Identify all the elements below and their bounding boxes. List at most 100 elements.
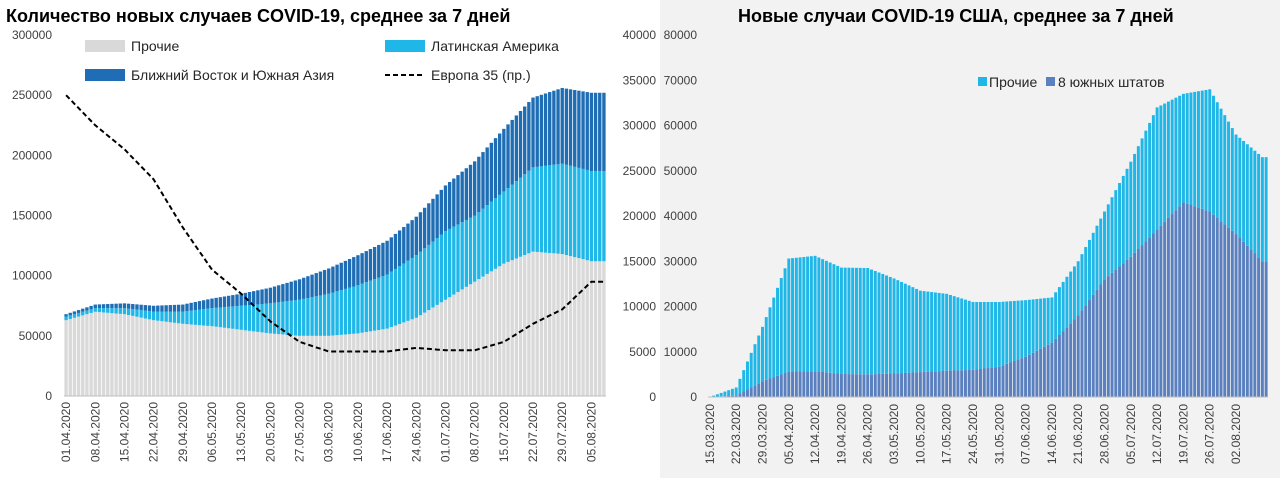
bar-latam	[568, 165, 573, 257]
bar-me_sa	[131, 304, 135, 310]
bar-others	[1054, 292, 1058, 339]
bar-others	[347, 334, 352, 396]
bar-others	[806, 256, 810, 372]
bar-latam	[598, 170, 602, 262]
bar-others	[1035, 299, 1039, 351]
bar-latam	[402, 263, 406, 323]
bar-latam	[510, 184, 514, 261]
bar-others	[764, 317, 768, 380]
bar-others	[577, 258, 581, 396]
x-tick-label: 13.05.2020	[234, 402, 248, 462]
bar-latam	[318, 295, 323, 336]
bar-others	[1215, 102, 1219, 218]
bar-latam	[231, 306, 235, 329]
x-tick-label: 17.05.2020	[940, 404, 954, 464]
bar-me_sa	[493, 138, 498, 199]
bar-others	[168, 322, 172, 396]
bar-south	[783, 373, 787, 397]
bar-others	[147, 319, 152, 396]
bar-south	[1027, 354, 1031, 397]
bar-south	[1140, 245, 1144, 397]
bar-others	[322, 335, 327, 396]
x-tick-label: 22.03.2020	[729, 404, 743, 464]
bar-south	[1257, 257, 1261, 397]
bar-south	[779, 374, 783, 398]
bar-others	[738, 378, 742, 394]
bar-latam	[556, 164, 560, 254]
europe-line-layer	[65, 94, 604, 353]
bar-south	[802, 371, 806, 397]
bar-others	[772, 297, 776, 378]
bar-others	[439, 302, 443, 396]
bar-latam	[335, 291, 339, 336]
bar-me_sa	[385, 240, 389, 275]
x-axis-ticks: 01.04.2020 08.04.2020 15.04.2020 22.04.2020…	[59, 402, 598, 462]
bar-latam	[397, 266, 402, 324]
bar-others	[1050, 297, 1054, 343]
bar-others	[318, 335, 323, 396]
bar-me_sa	[577, 90, 581, 168]
bar-others	[862, 267, 866, 375]
bar-south	[813, 371, 817, 397]
legend-label-me-sa: Ближний Восток и Южная Азия	[131, 67, 334, 83]
bar-me_sa	[189, 302, 193, 311]
bar-me_sa	[201, 300, 206, 310]
bar-latam	[143, 310, 147, 319]
europe-line	[65, 94, 604, 353]
bar-others	[757, 335, 761, 384]
bar-latam	[97, 308, 102, 313]
bar-me_sa	[126, 303, 131, 309]
bar-me_sa	[452, 178, 456, 227]
bar-me_sa	[185, 303, 189, 312]
bar-me_sa	[156, 305, 160, 312]
bar-latam	[310, 297, 314, 336]
bar-others	[139, 317, 143, 396]
bar-others	[1125, 168, 1129, 260]
bar-others	[602, 261, 606, 396]
bar-others	[1020, 300, 1024, 359]
bar-me_sa	[552, 90, 556, 165]
bar-others	[193, 324, 198, 396]
bar-south	[1159, 225, 1163, 397]
bar-south	[1148, 237, 1152, 397]
bar-others	[881, 273, 885, 374]
bar-south	[798, 371, 802, 397]
bar-others	[543, 252, 548, 396]
bar-latam	[439, 234, 443, 303]
y-tick-label-outer: 10000	[623, 300, 657, 314]
bar-others	[783, 268, 787, 374]
bar-others	[498, 266, 502, 396]
bar-latam	[460, 222, 464, 290]
x-tick-label: 05.08.2020	[584, 402, 598, 462]
bar-south	[1193, 206, 1197, 397]
bar-others	[1166, 101, 1170, 218]
bar-south	[922, 371, 926, 397]
bar-others	[460, 289, 464, 396]
bar-others	[289, 335, 293, 396]
bar-others	[97, 312, 102, 396]
bar-others	[1189, 92, 1193, 206]
bar-latam	[523, 174, 527, 256]
bar-south	[794, 371, 798, 397]
bar-others	[900, 281, 904, 374]
bar-others	[866, 268, 870, 375]
bar-latam	[189, 310, 193, 325]
bar-latam	[185, 311, 189, 325]
bar-south	[1046, 344, 1050, 397]
bar-others	[264, 332, 268, 396]
bar-latam	[147, 311, 152, 320]
bar-south	[1012, 360, 1016, 397]
bar-me_sa	[118, 303, 122, 309]
bar-south	[1110, 272, 1114, 397]
bar-south	[832, 373, 836, 397]
bar-me_sa	[568, 89, 573, 166]
bar-others	[339, 334, 343, 396]
x-tick-label: 12.04.2020	[808, 404, 822, 464]
bar-south	[1260, 261, 1264, 397]
bar-latam	[485, 205, 489, 274]
bar-others	[101, 312, 106, 396]
bar-latam	[518, 177, 523, 257]
bar-latam	[314, 296, 318, 336]
x-tick-label: 15.07.2020	[497, 402, 511, 462]
bar-latam	[272, 302, 277, 334]
